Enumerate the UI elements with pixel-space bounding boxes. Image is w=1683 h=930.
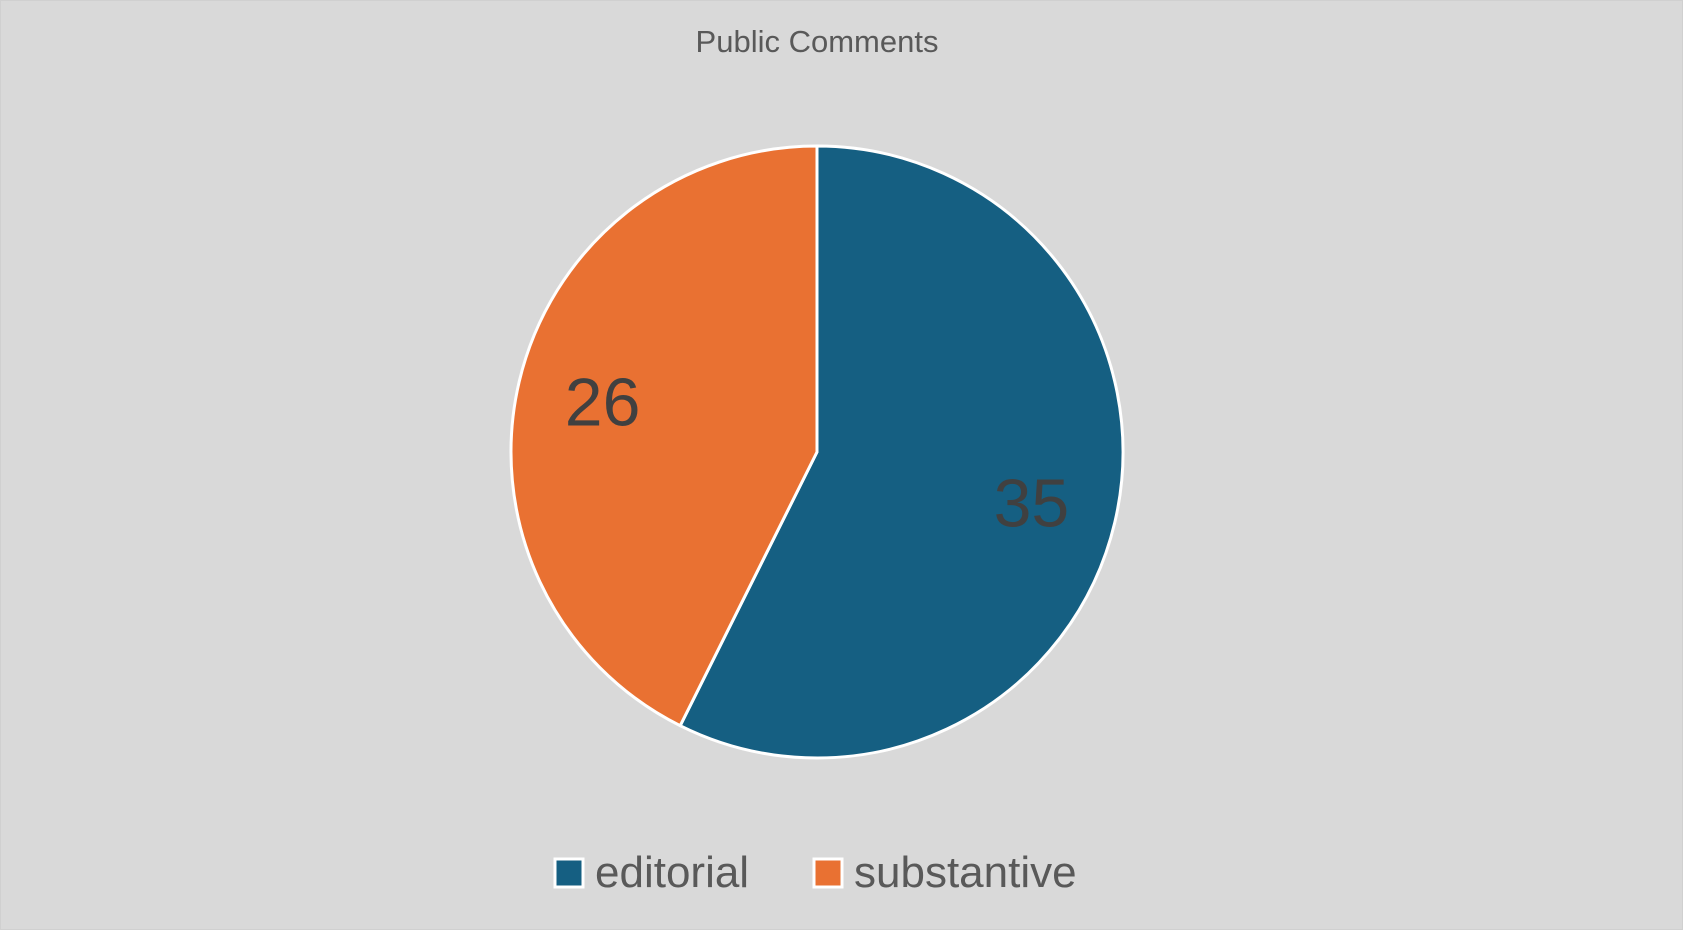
legend-label-substantive: substantive [854, 848, 1077, 897]
data-label-substantive: 26 [565, 364, 641, 440]
pie-data-labels: 35 26 [565, 364, 1069, 541]
legend-label-editorial: editorial [595, 848, 749, 897]
legend-swatch-editorial [553, 857, 585, 889]
legend: editorial substantive [553, 848, 1077, 897]
pie-slice-substantive [509, 144, 819, 728]
legend-swatch-substantive [812, 857, 844, 889]
pie-slices [509, 144, 1125, 760]
data-label-editorial: 35 [994, 466, 1070, 542]
pie-slice-editorial [678, 144, 1125, 760]
chart-title: Public Comments [696, 24, 939, 59]
